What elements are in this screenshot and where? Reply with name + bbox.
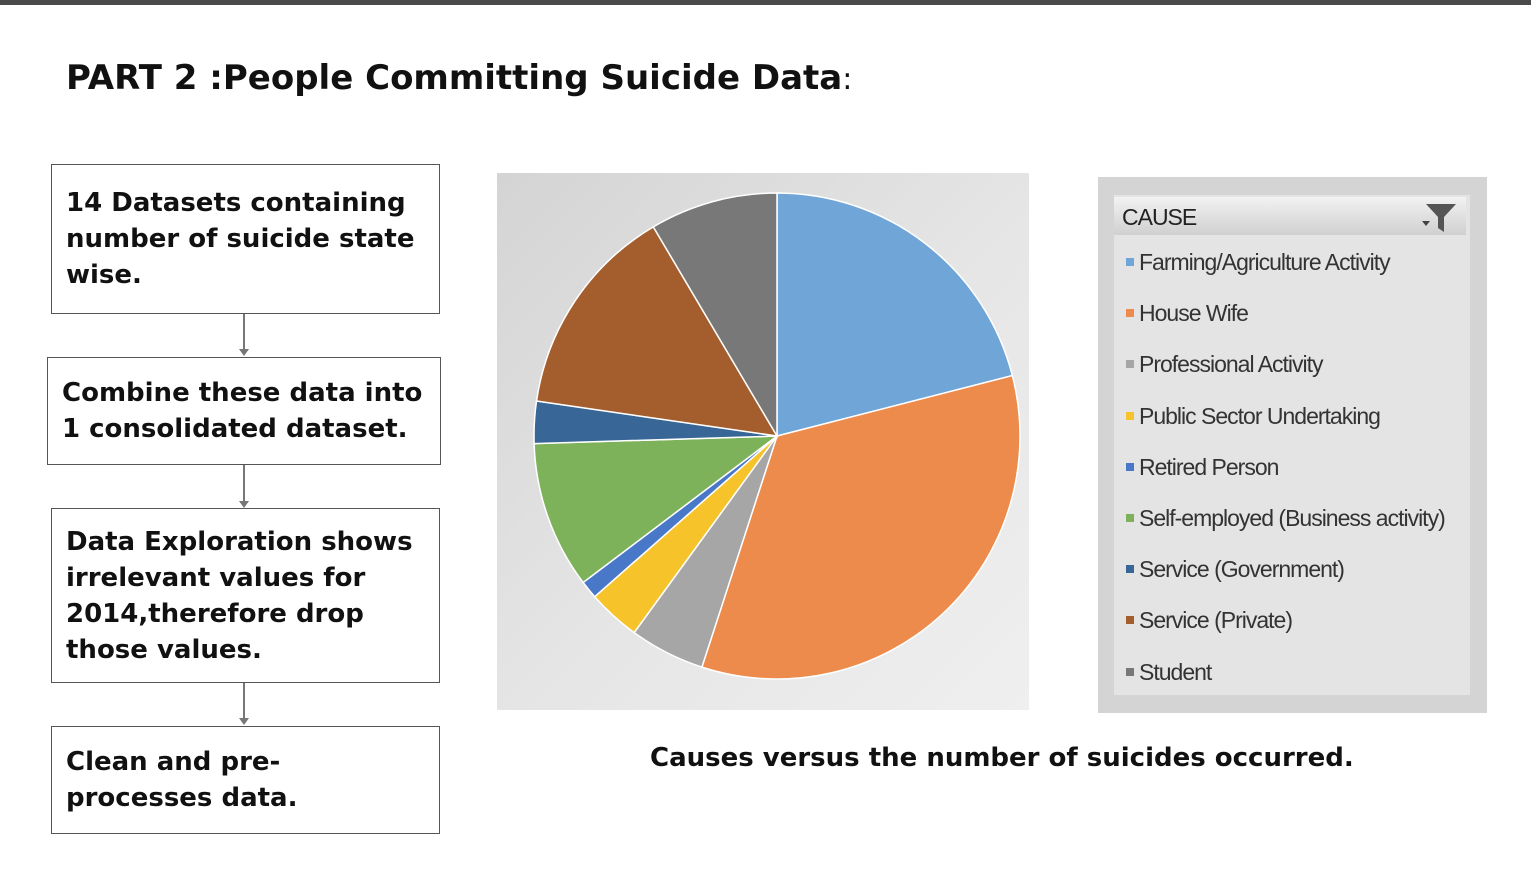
top-border <box>0 0 1531 5</box>
legend-swatch <box>1126 616 1134 625</box>
flow-arrow-2 <box>239 465 249 508</box>
pie-slice-house-wife <box>700 374 1021 680</box>
legend-swatch <box>1126 411 1134 420</box>
flow-arrow-1 <box>239 314 249 356</box>
flow-step-4: Clean and pre-processes data. <box>51 726 440 834</box>
legend-item[interactable]: Professional Activity <box>1126 349 1324 379</box>
legend-item[interactable]: Public Sector Undertaking <box>1126 401 1381 431</box>
legend-title: CAUSE <box>1122 204 1197 230</box>
pie-slice-self-employed-business-activity <box>533 435 780 584</box>
legend-swatch <box>1126 667 1134 676</box>
pie-chart <box>533 192 1021 680</box>
legend-item[interactable]: House Wife <box>1126 298 1249 328</box>
legend-swatch <box>1126 565 1134 574</box>
legend-swatch <box>1126 309 1134 318</box>
flow-step-3-text: Data Exploration shows irrelevant values… <box>66 526 413 665</box>
legend-header[interactable]: CAUSE <box>1114 197 1466 235</box>
flow-step-2-text: Combine these data into 1 consolidated d… <box>62 378 423 444</box>
legend-inner: CAUSE Farming/Agriculture Activity House … <box>1114 195 1470 695</box>
legend-label: House Wife <box>1139 300 1249 327</box>
flow-step-1-text: 14 Datasets containing number of suicide… <box>66 188 415 290</box>
page-title: PART 2 :People Committing Suicide Data: <box>66 58 852 98</box>
flow-step-1: 14 Datasets containing number of suicide… <box>51 164 440 314</box>
legend-item[interactable]: Retired Person <box>1126 452 1279 482</box>
legend-item[interactable]: Student <box>1126 657 1212 687</box>
legend-label: Student <box>1139 658 1212 685</box>
legend-label: Farming/Agriculture Activity <box>1139 249 1391 275</box>
page-title-colon: : <box>842 62 853 97</box>
legend-item[interactable]: Service (Government) <box>1126 554 1345 584</box>
pie-slice-student <box>652 192 778 439</box>
legend-item[interactable]: Service (Private) <box>1126 605 1293 635</box>
legend-label: Professional Activity <box>1139 351 1324 378</box>
legend-label: Public Sector Undertaking <box>1139 402 1381 429</box>
pie-slice-service-private <box>535 225 779 437</box>
filter-icon[interactable] <box>1420 201 1460 235</box>
flow-step-4-text: Clean and pre-processes data. <box>66 747 298 813</box>
pie-chart-panel <box>497 173 1029 710</box>
flow-step-3: Data Exploration shows irrelevant values… <box>51 508 440 683</box>
legend-item[interactable]: Farming/Agriculture Activity <box>1126 247 1391 277</box>
legend-panel: CAUSE Farming/Agriculture Activity House … <box>1098 177 1487 713</box>
legend-item[interactable]: Self-employed (Business activity) <box>1126 503 1446 533</box>
legend-label: Service (Government) <box>1139 556 1345 583</box>
pie-slice-farming-agriculture-activity <box>776 192 1014 437</box>
legend-swatch <box>1126 258 1134 266</box>
legend-label: Self-employed (Business activity) <box>1139 505 1446 531</box>
page-title-text: PART 2 :People Committing Suicide Data <box>66 58 843 98</box>
chart-caption: Causes versus the number of suicides occ… <box>650 743 1354 773</box>
legend-swatch <box>1126 462 1134 471</box>
legend-label: Retired Person <box>1139 453 1279 480</box>
flow-step-2: Combine these data into 1 consolidated d… <box>47 357 441 465</box>
legend-swatch <box>1126 360 1134 369</box>
legend-swatch <box>1126 514 1134 522</box>
legend-label: Service (Private) <box>1139 607 1293 634</box>
flow-arrow-3 <box>239 683 249 725</box>
